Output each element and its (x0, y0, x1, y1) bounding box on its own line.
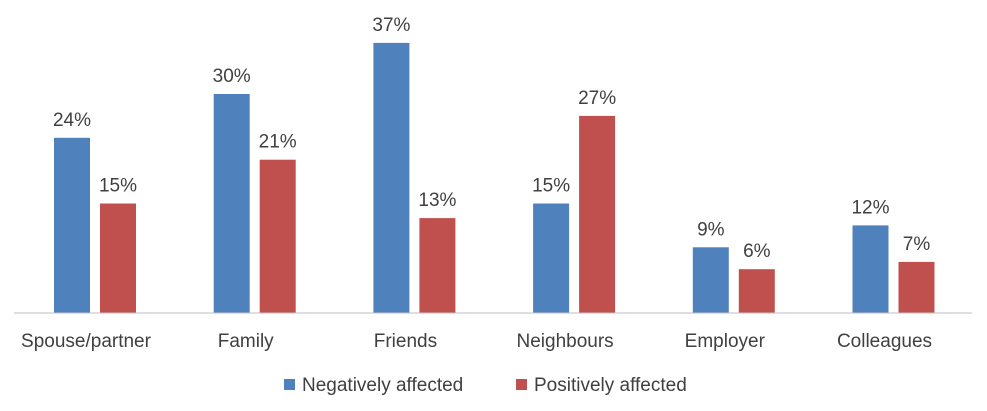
bar-negatively-affected-colleagues (852, 225, 889, 313)
legend: Negatively affected Positively affected (284, 375, 687, 396)
bar-positively-affected-employer (738, 269, 775, 313)
data-label-positively-affected-neighbours: 27% (578, 88, 616, 109)
bar-negatively-affected-neighbours (533, 203, 570, 313)
legend-label-negatively-affected: Negatively affected (302, 375, 463, 396)
category-label-friends: Friends (374, 331, 437, 352)
category-labels-layer: Spouse/partner Family Friends Neighbours Emp… (21, 331, 932, 352)
bars-layer (54, 42, 935, 314)
data-label-negatively-affected-family: 30% (213, 66, 251, 87)
bar-positively-affected-colleagues (898, 261, 935, 313)
data-label-positively-affected-colleagues: 7% (903, 234, 931, 255)
data-label-negatively-affected-employer: 9% (697, 219, 725, 240)
data-label-positively-affected-spouse-partner: 15% (99, 176, 137, 197)
bar-negatively-affected-employer (692, 247, 729, 313)
category-label-spouse-partner: Spouse/partner (21, 331, 152, 352)
legend-swatch-positively-affected (516, 379, 527, 390)
data-label-positively-affected-friends: 13% (418, 190, 456, 211)
bar-positively-affected-neighbours (579, 115, 616, 314)
bar-negatively-affected-family (213, 94, 250, 313)
category-label-neighbours: Neighbours (517, 331, 614, 352)
data-label-negatively-affected-colleagues: 12% (851, 197, 889, 218)
category-label-family: Family (218, 331, 274, 352)
legend-swatch-negatively-affected (284, 379, 295, 390)
category-label-colleagues: Colleagues (837, 331, 932, 352)
bar-positively-affected-friends (419, 218, 456, 313)
data-label-negatively-affected-friends: 37% (372, 15, 410, 36)
data-label-negatively-affected-neighbours: 15% (532, 176, 570, 197)
bar-negatively-affected-friends (373, 42, 410, 314)
data-label-negatively-affected-spouse-partner: 24% (53, 110, 91, 131)
legend-label-positively-affected: Positively affected (534, 375, 687, 396)
bar-negatively-affected-spouse-partner (54, 137, 90, 313)
bar-positively-affected-spouse-partner (100, 203, 136, 313)
data-label-positively-affected-family: 21% (259, 132, 297, 153)
data-labels-layer: 24% 15% 30% 21% 37% 13% 15% 27% 9% 6% 12% 7% (53, 15, 930, 262)
data-label-positively-affected-employer: 6% (743, 241, 771, 262)
category-label-employer: Employer (685, 331, 766, 352)
bar-positively-affected-family (259, 159, 296, 313)
